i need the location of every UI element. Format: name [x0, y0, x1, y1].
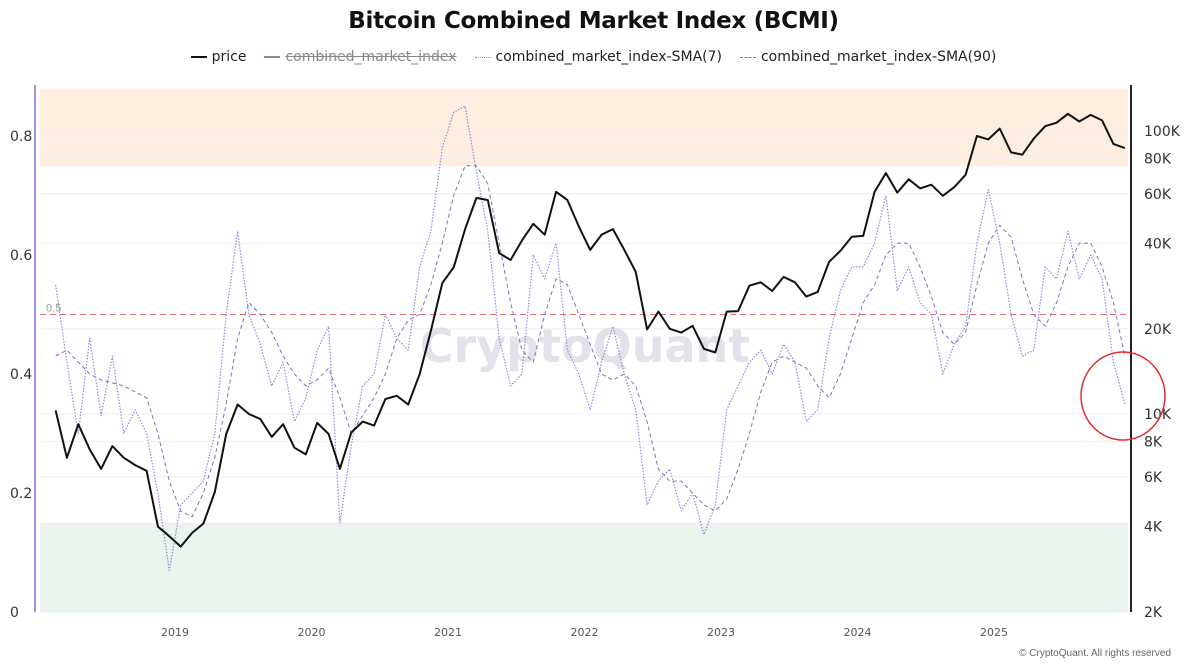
left-axis-tick: 0.2: [10, 486, 32, 502]
right-axis-tick: 2K: [1144, 605, 1163, 621]
chart-title: Bitcoin Combined Market Index (BCMI): [348, 8, 839, 34]
x-axis-tick: 2023: [707, 626, 735, 639]
reference-line-label: 0.5: [46, 303, 61, 315]
series-combined-market-index-sma-7-: [55, 105, 1126, 572]
x-axis-tick: 2020: [298, 626, 326, 639]
legend-swatch: [739, 56, 756, 58]
x-axis-tick: 2019: [161, 626, 189, 639]
legend-label: combined_market_index-SMA(90): [760, 49, 997, 65]
right-axis-tick: 60K: [1144, 187, 1172, 203]
x-axis-tick: 2024: [844, 626, 872, 639]
legend-swatch: [264, 56, 281, 58]
right-axis-tick: 80K: [1144, 151, 1172, 167]
right-axis-tick: 8K: [1144, 434, 1163, 450]
x-axis-tick: 2022: [571, 626, 599, 639]
legend-item-sma7[interactable]: combined_market_index-SMA(7): [474, 49, 722, 65]
series-combined-market-index-sma-90-: [55, 165, 1126, 518]
series-price: [54, 112, 1126, 548]
copyright-footer: © CryptoQuant. All rights reserved: [1019, 648, 1171, 659]
legend-item-combined-market-index[interactable]: combined_market_index: [264, 49, 457, 65]
legend: price combined_market_index combined_mar…: [0, 49, 1187, 65]
overheated-zone-band: [40, 88, 1128, 166]
left-axis-tick: 0.8: [10, 129, 32, 145]
left-axis-tick: 0: [10, 605, 19, 621]
right-axis-tick: 6K: [1144, 470, 1163, 486]
watermark: CryptoQuant: [420, 319, 751, 373]
right-axis-tick: 40K: [1144, 237, 1172, 253]
legend-label: combined_market_index-SMA(7): [495, 49, 722, 65]
legend-item-price[interactable]: price: [190, 49, 247, 65]
right-axis-tick: 10K: [1144, 407, 1172, 423]
x-axis-tick: 2021: [434, 626, 462, 639]
left-axis-tick: 0.4: [10, 367, 32, 383]
annotation-circle: [1080, 351, 1166, 441]
right-axis-tick: 4K: [1144, 520, 1163, 536]
right-axis-tick: 20K: [1144, 322, 1172, 338]
right-axis-tick: 100K: [1144, 124, 1181, 140]
left-axis-tick: 0.6: [10, 248, 32, 264]
legend-label: combined_market_index: [285, 49, 457, 65]
legend-label: price: [211, 49, 247, 65]
legend-swatch: [474, 56, 491, 58]
x-axis-tick: 2025: [980, 626, 1008, 639]
legend-item-sma90[interactable]: combined_market_index-SMA(90): [739, 49, 997, 65]
legend-swatch: [190, 56, 207, 58]
undervalued-zone-band: [40, 522, 1128, 612]
